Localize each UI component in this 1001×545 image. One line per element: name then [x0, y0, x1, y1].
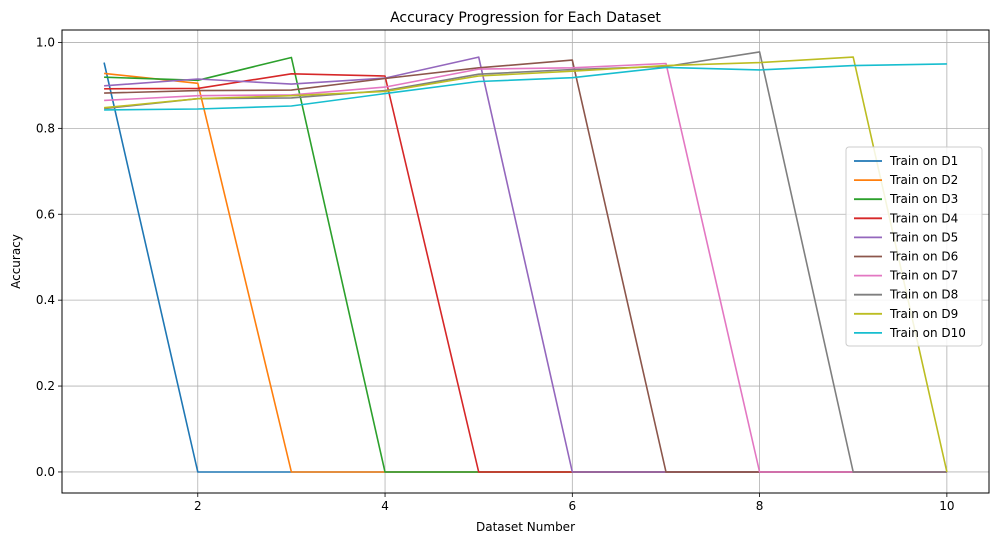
legend: Train on D1 Train on D2 Train on D3 Train o…: [845, 146, 983, 347]
x-axis-label: Dataset Number: [476, 520, 575, 534]
axis-ticks: 2 4 6 8 10 0.0 0.2 0.4 0.6 0.8 1.0: [36, 35, 955, 513]
y-tick-label: 0.2: [36, 379, 55, 393]
series-line-5: [104, 56, 947, 473]
legend-box: [845, 146, 983, 347]
series-layer: [103, 51, 948, 473]
x-tick-label: 4: [381, 499, 389, 513]
chart-title: Accuracy Progression for Each Dataset: [390, 10, 661, 26]
x-tick-label: 8: [756, 499, 764, 513]
legend-label: Train on D1: [889, 154, 958, 168]
x-tick-label: 10: [939, 499, 954, 513]
series-line-8: [104, 51, 947, 473]
x-tick-label: 2: [194, 499, 202, 513]
y-tick-label: 0.6: [36, 207, 55, 221]
legend-label: Train on D8: [889, 288, 958, 302]
series-line-9: [104, 56, 948, 473]
legend-label: Train on D10: [889, 326, 966, 340]
y-axis-label: Accuracy: [9, 234, 23, 289]
legend-label: Train on D4: [889, 211, 958, 225]
series-line-7: [104, 62, 947, 473]
y-tick-label: 1.0: [36, 35, 55, 49]
y-tick-label: 0.0: [36, 465, 55, 479]
legend-label: Train on D5: [889, 230, 958, 244]
x-tick-label: 6: [568, 499, 576, 513]
legend-label: Train on D9: [889, 307, 958, 321]
legend-label: Train on D2: [889, 173, 958, 187]
y-tick-label: 0.8: [36, 121, 55, 135]
legend-label: Train on D6: [889, 250, 958, 264]
series-line-2: [104, 72, 947, 473]
plot-frame: [61, 29, 990, 494]
series-line-4: [104, 73, 947, 473]
legend-label: Train on D7: [889, 269, 958, 283]
legend-label: Train on D3: [889, 192, 958, 206]
series-line-10: [104, 63, 947, 111]
y-tick-label: 0.4: [36, 293, 55, 307]
